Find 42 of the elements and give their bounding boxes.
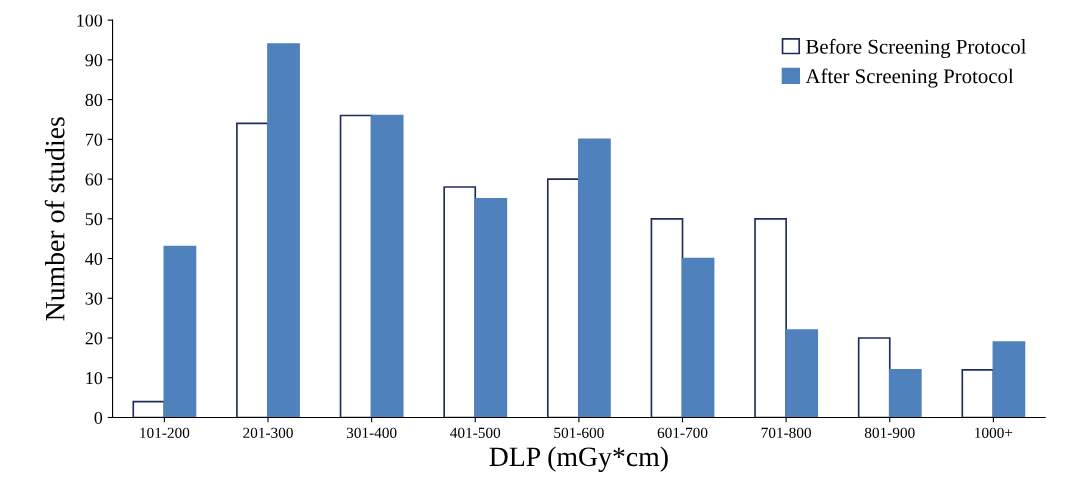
x-tick-label: 501-600 <box>554 427 604 438</box>
y-tick-label: 0 <box>94 411 103 424</box>
y-tick-label: 60 <box>85 173 103 186</box>
bar <box>754 217 787 418</box>
y-tick-label: 40 <box>85 252 103 265</box>
bar <box>339 114 373 418</box>
bar <box>443 186 477 418</box>
y-tick-label: 90 <box>85 54 103 67</box>
bar <box>236 122 269 418</box>
y-tick-label: 30 <box>85 292 103 305</box>
y-tick-label: 70 <box>85 133 103 146</box>
x-tick-label: 801-900 <box>864 427 915 438</box>
bar <box>132 400 166 418</box>
bar <box>681 257 715 418</box>
bar <box>961 368 995 418</box>
y-tick-label: 20 <box>85 332 103 345</box>
bar <box>992 341 1026 418</box>
bar <box>857 337 891 418</box>
y-tick-label: 10 <box>86 372 103 385</box>
bar <box>267 43 300 418</box>
y-tick-label: 100 <box>77 14 103 27</box>
bar <box>546 178 580 418</box>
x-tick-label: 201-300 <box>243 427 293 438</box>
legend-label: Before Screening Protocol <box>806 38 1027 59</box>
x-tick-label: 301-400 <box>346 427 397 438</box>
legend-label: After Screening Protocol <box>805 68 1014 88</box>
x-tick-label: 1000+ <box>975 427 1013 438</box>
bar <box>370 114 404 418</box>
y-tick-label: 80 <box>85 93 103 107</box>
x-tick-label: 101-200 <box>140 427 190 438</box>
x-axis-title: DLP (mGy*cm) <box>489 446 668 472</box>
bar <box>888 368 922 418</box>
x-tick-label: 701-800 <box>761 427 812 438</box>
bar <box>474 198 508 418</box>
y-tick-label: 50 <box>85 213 103 226</box>
y-axis-title: Number of studies <box>44 117 65 321</box>
bar <box>163 245 197 418</box>
bar <box>578 138 611 418</box>
bar <box>785 329 819 418</box>
bar <box>650 217 684 418</box>
x-tick-label: 601-700 <box>657 427 708 438</box>
x-tick-label: 401-500 <box>450 427 501 438</box>
